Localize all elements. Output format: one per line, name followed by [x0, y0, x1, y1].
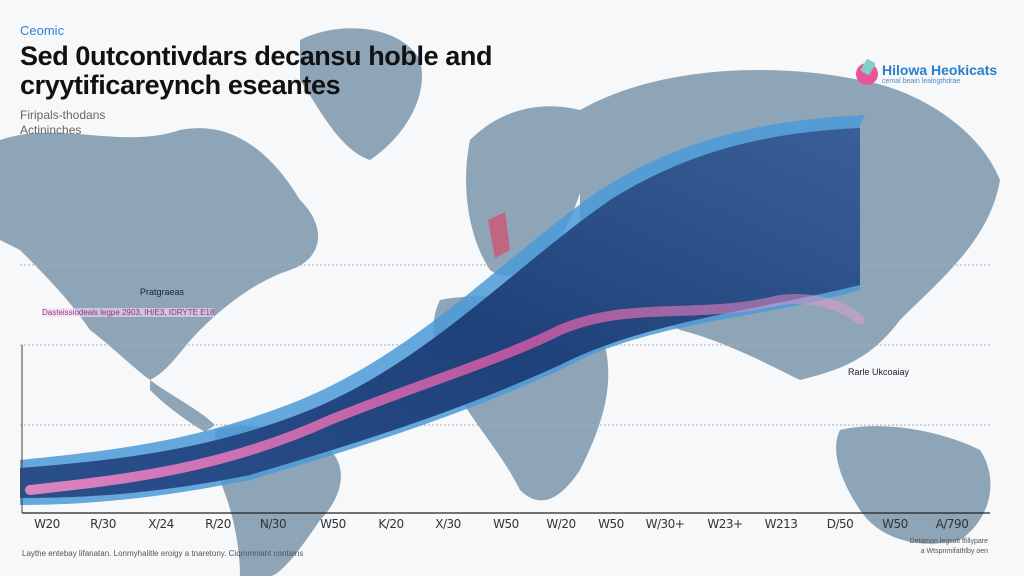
map-label-north-america: Pratgraeas [140, 287, 185, 297]
footer-note: Laythe entebay lifanatan. Lonmyhalitle e… [22, 549, 304, 558]
subtitle-line: Actininches [20, 123, 82, 137]
tick-label: X/30 [435, 517, 461, 531]
tick-label: W213 [764, 517, 798, 531]
tick-label: N/30 [259, 517, 287, 531]
tick-label: W50 [320, 517, 346, 531]
australia [836, 426, 991, 544]
credit-line: a Wtspnmifathlby oen [920, 548, 988, 555]
tick-label: W/30+ [645, 517, 685, 531]
central-america [150, 380, 215, 432]
tick-label: W50 [882, 517, 908, 531]
page-title: Sed 0utcontivdars decansu hoble and cryy… [20, 41, 493, 100]
tick-label: R/30 [90, 517, 116, 531]
tick-label: W20 [34, 517, 60, 531]
tick-label: K/20 [378, 517, 404, 531]
greenland [300, 28, 422, 160]
north-america [0, 128, 319, 380]
map-label-asia: Rarle Ukcoaiay [848, 367, 910, 377]
tick-label: A/790 [935, 517, 969, 531]
credit: Detatnon legsalt ffillypare a Wtspnmifat… [910, 537, 988, 557]
logo-name: Hilowa Heokicats [882, 62, 998, 78]
pink-stream [25, 294, 865, 495]
tick-label: W50 [598, 517, 624, 531]
kicker-label: Ceomic [20, 23, 65, 38]
tick-label: W23+ [707, 517, 743, 531]
tick-label: W/20 [546, 517, 576, 531]
brand-logo: Hilowa Heokicats cemal beain lealngthdra… [856, 62, 997, 85]
tick-label: W50 [493, 517, 519, 531]
credit-line: Detatnon legsalt ffillypare [909, 538, 988, 545]
flow-band [20, 128, 860, 498]
logo-tagline: cemal beain lealngthdrae [882, 78, 961, 85]
europe-highlight [488, 212, 510, 258]
tick-label: D/50 [826, 517, 854, 531]
logo-icon [856, 62, 878, 85]
subtitle: Firipals-thodans Actininches [20, 108, 105, 138]
tick-label: X/24 [148, 517, 174, 531]
tick-label: R/20 [205, 517, 231, 531]
subtitle-line: Firipals-thodans [20, 108, 106, 122]
map-annotation: Dasteissiodeals legpe 2903, IH/E3, IDRYT… [42, 308, 215, 317]
